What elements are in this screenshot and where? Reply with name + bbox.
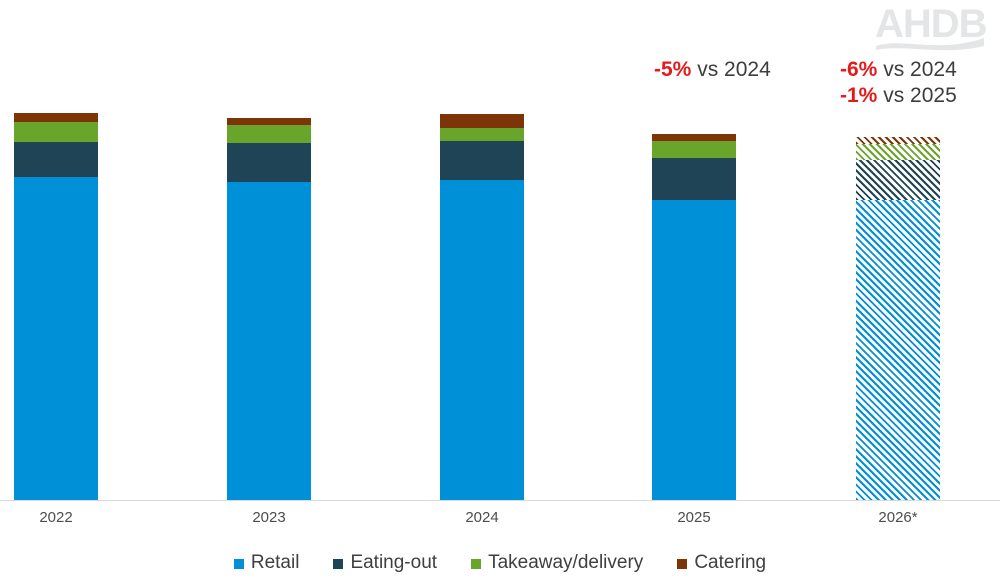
bar-segment-eating-out[interactable] bbox=[856, 160, 940, 200]
bar-segment-takeaway-delivery[interactable] bbox=[652, 141, 736, 158]
legend-label: Retail bbox=[250, 552, 300, 573]
bar-segment-catering[interactable] bbox=[440, 114, 524, 128]
x-axis-label: 2025 bbox=[677, 509, 711, 526]
plot-area: 2022 2023 2024 2025 2026* bbox=[0, 113, 1000, 526]
x-axis-label: 2023 bbox=[252, 509, 286, 526]
annotation-suffix: vs 2024 bbox=[691, 58, 771, 81]
bar-segment-eating-out[interactable] bbox=[227, 143, 311, 182]
x-axis-label: 2026* bbox=[878, 509, 918, 526]
bar-segment-retail[interactable] bbox=[652, 200, 736, 500]
bar-2026[interactable] bbox=[856, 137, 940, 500]
bar-segment-catering[interactable] bbox=[14, 113, 98, 122]
legend-swatch-icon bbox=[333, 559, 344, 569]
bar-segment-catering[interactable] bbox=[856, 137, 940, 144]
legend-swatch-icon bbox=[677, 559, 688, 569]
x-axis-label: 2024 bbox=[465, 509, 499, 526]
bar-2022[interactable] bbox=[14, 113, 98, 500]
legend-label: Catering bbox=[694, 552, 767, 573]
bar-segment-catering[interactable] bbox=[652, 134, 736, 141]
annotation-percent: -5% bbox=[654, 58, 692, 81]
bar-segment-takeaway-delivery[interactable] bbox=[227, 125, 311, 143]
bar-segment-retail[interactable] bbox=[856, 200, 940, 500]
bar-segment-retail[interactable] bbox=[14, 177, 98, 500]
annotation-suffix: vs 2025 bbox=[877, 84, 957, 107]
bar-segment-takeaway-delivery[interactable] bbox=[856, 144, 940, 160]
annotation-percent: -6% bbox=[840, 58, 878, 81]
ahdb-logo-text: AHDB bbox=[875, 4, 986, 46]
bar-2024[interactable] bbox=[440, 114, 524, 500]
ahdb-logo-swoosh bbox=[876, 38, 984, 51]
chart-legend: Retail Eating-out Takeaway/delivery Caterin… bbox=[0, 552, 1000, 574]
legend-item-takeaway-delivery[interactable]: Takeaway/delivery bbox=[471, 552, 643, 574]
ahdb-logo: AHDB bbox=[875, 4, 986, 51]
bar-segment-eating-out[interactable] bbox=[14, 142, 98, 177]
x-axis-label: 2022 bbox=[39, 509, 73, 526]
annotation-percent: -1% bbox=[840, 84, 878, 107]
legend-label: Eating-out bbox=[350, 552, 438, 573]
bar-segment-eating-out[interactable] bbox=[652, 158, 736, 200]
bar-2025[interactable] bbox=[652, 134, 736, 500]
bar-segment-catering[interactable] bbox=[227, 118, 311, 125]
legend-swatch-icon bbox=[233, 559, 244, 569]
annotation-2025-vs-2024: -5% vs 2024 bbox=[654, 58, 771, 82]
bar-segment-eating-out[interactable] bbox=[440, 141, 524, 180]
legend-item-retail[interactable]: Retail bbox=[233, 552, 300, 574]
bar-segment-takeaway-delivery[interactable] bbox=[440, 128, 524, 141]
bar-segment-retail[interactable] bbox=[227, 182, 311, 500]
bar-2023[interactable] bbox=[227, 118, 311, 500]
legend-item-eating-out[interactable]: Eating-out bbox=[333, 552, 437, 574]
annotation-2026-vs-2024: -6% vs 2024 bbox=[840, 58, 957, 82]
bar-segment-retail[interactable] bbox=[440, 180, 524, 500]
legend-swatch-icon bbox=[471, 559, 482, 569]
annotation-2026-vs-2025: -1% vs 2025 bbox=[840, 84, 957, 108]
bar-segment-takeaway-delivery[interactable] bbox=[14, 122, 98, 142]
legend-item-catering[interactable]: Catering bbox=[677, 552, 766, 574]
x-axis-line bbox=[0, 500, 1000, 501]
legend-label: Takeaway/delivery bbox=[488, 552, 644, 573]
annotation-suffix: vs 2024 bbox=[877, 58, 957, 81]
